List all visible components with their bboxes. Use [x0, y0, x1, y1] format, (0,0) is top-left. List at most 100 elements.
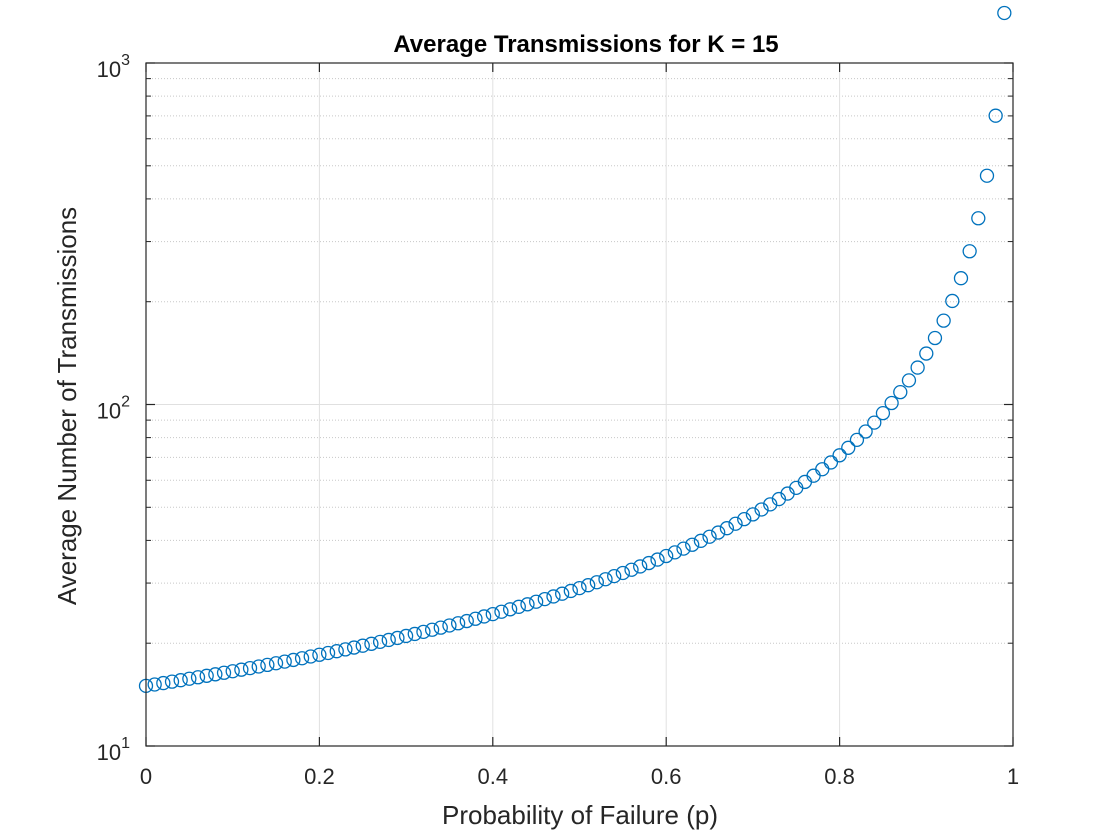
data-point — [173, 673, 188, 688]
data-point — [667, 545, 683, 560]
grid-layer — [145, 62, 1014, 747]
data-point — [502, 602, 518, 617]
data-point — [164, 674, 180, 689]
data-point — [901, 373, 917, 388]
data-point — [624, 562, 639, 577]
data-point — [754, 502, 769, 517]
data-point — [511, 599, 526, 614]
data-point — [927, 330, 943, 346]
data-point — [633, 559, 648, 574]
data-point — [555, 586, 570, 601]
data-point — [858, 424, 873, 439]
data-point — [572, 580, 587, 596]
data-point — [676, 541, 691, 556]
x-tick-label: 0.2 — [304, 764, 335, 789]
data-point — [537, 591, 552, 607]
data-point — [147, 677, 162, 692]
data-point — [589, 575, 604, 590]
data-point — [546, 589, 561, 604]
x-axis-label: Probability of Failure (p) — [442, 800, 718, 830]
data-point — [156, 675, 171, 691]
data-point — [234, 662, 249, 677]
data-point — [971, 211, 986, 226]
data-point — [919, 346, 934, 361]
data-point — [693, 533, 709, 548]
data-point — [702, 529, 717, 544]
data-point — [962, 244, 977, 259]
data-point — [303, 649, 318, 664]
x-tick-label: 0.4 — [478, 764, 509, 789]
y-axis-label: Average Number of Transmissions — [52, 207, 82, 605]
data-point — [468, 611, 483, 626]
data-point — [737, 512, 752, 527]
data-point — [728, 516, 743, 531]
data-point — [763, 497, 778, 512]
data-point — [242, 660, 258, 676]
y-tick-label: 102 — [97, 394, 130, 424]
data-point — [823, 455, 839, 470]
data-point — [390, 630, 405, 646]
data-point — [494, 604, 509, 619]
data-point — [199, 668, 214, 683]
x-tick-label: 1 — [1007, 764, 1019, 789]
data-point — [450, 616, 466, 631]
data-point — [407, 626, 422, 642]
data-point — [268, 656, 284, 671]
data-point — [520, 597, 535, 612]
data-point — [372, 634, 388, 650]
chart-title: Average Transmissions for K = 15 — [393, 31, 778, 58]
data-point — [312, 647, 327, 662]
x-tick-label: 0.8 — [824, 764, 855, 789]
data-point — [581, 578, 596, 593]
data-point — [910, 360, 925, 375]
data-point — [650, 552, 665, 567]
data-point — [364, 636, 379, 651]
data-point — [841, 440, 856, 455]
data-point — [529, 594, 544, 609]
data-point — [711, 525, 726, 540]
data-point — [260, 657, 275, 673]
data-point — [884, 395, 899, 411]
data-point — [355, 638, 370, 653]
data-point — [286, 652, 301, 668]
data-point — [598, 572, 613, 587]
data-point — [997, 5, 1012, 21]
data-point — [320, 645, 336, 661]
data-point — [398, 628, 414, 644]
data-point — [745, 507, 761, 522]
data-point — [294, 651, 310, 666]
y-tick-label: 103 — [97, 52, 130, 82]
marks-layer — [138, 5, 1012, 694]
data-point — [867, 415, 882, 430]
data-point — [607, 568, 622, 584]
data-point — [979, 168, 995, 183]
data-point — [936, 313, 951, 328]
data-point — [251, 659, 266, 674]
data-point — [945, 293, 960, 309]
data-point — [329, 644, 344, 659]
data-point — [685, 537, 700, 552]
data-point — [182, 671, 197, 686]
data-point — [459, 613, 474, 629]
data-point — [485, 606, 500, 622]
data-point — [338, 642, 353, 657]
data-point — [416, 624, 431, 640]
data-point — [225, 664, 240, 679]
x-tick-label: 0 — [140, 764, 152, 789]
data-point — [346, 640, 362, 655]
axes-layer: 0 0.2 0.4 0.6 0.8 1 101 102 103 — [97, 52, 1020, 789]
data-point — [277, 654, 292, 669]
data-point — [476, 609, 492, 624]
data-point — [719, 521, 735, 536]
data-point — [381, 632, 396, 648]
data-point — [424, 622, 440, 637]
data-point — [190, 670, 206, 685]
x-tick-label: 0.6 — [651, 764, 682, 789]
data-point — [988, 108, 1003, 123]
data-point — [659, 548, 674, 564]
data-point — [641, 555, 657, 571]
data-point — [208, 667, 223, 682]
data-point — [849, 432, 865, 448]
